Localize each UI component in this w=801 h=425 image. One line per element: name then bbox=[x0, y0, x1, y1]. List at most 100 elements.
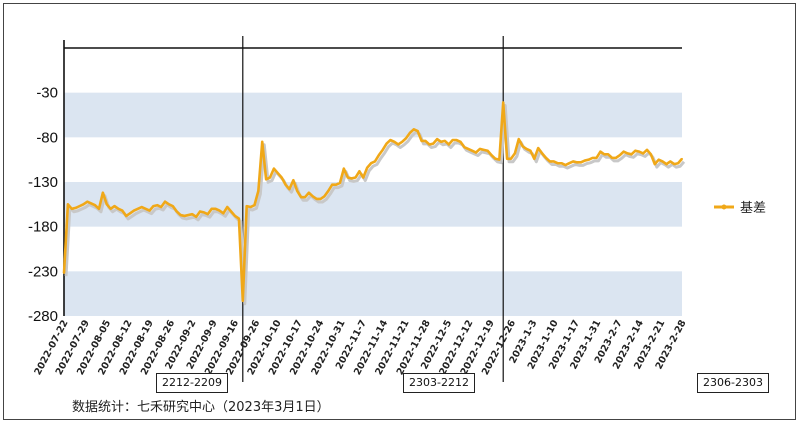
y-tick-label: -130 bbox=[28, 174, 58, 191]
data-point bbox=[222, 212, 225, 215]
data-point bbox=[611, 156, 613, 159]
data-point bbox=[195, 215, 198, 218]
data-point bbox=[113, 205, 116, 208]
data-point bbox=[261, 140, 264, 143]
y-tick-label: -230 bbox=[28, 263, 58, 280]
data-point bbox=[98, 207, 100, 210]
data-point bbox=[401, 140, 404, 143]
data-point bbox=[486, 149, 489, 152]
data-point bbox=[471, 149, 474, 152]
data-point bbox=[315, 198, 318, 200]
data-point bbox=[125, 215, 128, 217]
data-point bbox=[269, 176, 271, 179]
data-point bbox=[537, 147, 540, 149]
data-point bbox=[257, 190, 260, 192]
data-point bbox=[548, 160, 551, 163]
data-point bbox=[498, 158, 501, 161]
data-point bbox=[218, 209, 221, 212]
data-point bbox=[350, 177, 353, 180]
data-point bbox=[272, 167, 275, 170]
data-point bbox=[311, 195, 314, 198]
data-point bbox=[304, 196, 306, 199]
data-point bbox=[63, 272, 65, 275]
data-point bbox=[416, 130, 419, 132]
data-point bbox=[572, 160, 575, 163]
y-axis-ticks: -30 -80 -130 -180 -230 -280 bbox=[28, 85, 58, 325]
data-point bbox=[626, 152, 629, 155]
data-point bbox=[677, 162, 680, 165]
data-point bbox=[152, 205, 155, 208]
data-point bbox=[129, 212, 131, 215]
data-point bbox=[646, 148, 648, 151]
data-point bbox=[618, 154, 621, 157]
data-point bbox=[296, 190, 299, 192]
data-point bbox=[241, 299, 244, 302]
data-point bbox=[447, 143, 450, 146]
data-point bbox=[525, 148, 528, 150]
data-point bbox=[265, 178, 268, 181]
data-point bbox=[642, 152, 645, 155]
data-point bbox=[560, 162, 563, 165]
data-point bbox=[121, 209, 124, 212]
source-note: 数据统计：七禾研究中心（2023年3月1日） bbox=[72, 400, 330, 415]
data-point bbox=[603, 153, 606, 156]
data-point bbox=[377, 154, 380, 157]
legend-marker bbox=[721, 204, 727, 210]
data-point bbox=[615, 156, 617, 159]
data-point bbox=[478, 148, 481, 150]
data-point bbox=[681, 157, 683, 160]
data-point bbox=[513, 152, 516, 155]
data-point bbox=[226, 206, 229, 208]
data-point bbox=[94, 204, 96, 207]
contract-label-1: 2212-2209 bbox=[156, 373, 228, 393]
data-point bbox=[164, 200, 166, 203]
data-point bbox=[397, 143, 400, 146]
data-point bbox=[187, 214, 190, 216]
data-point bbox=[556, 162, 559, 165]
data-point bbox=[370, 162, 372, 165]
data-point bbox=[175, 210, 178, 213]
data-point bbox=[381, 148, 384, 151]
data-point bbox=[160, 206, 163, 208]
data-point bbox=[230, 210, 233, 213]
data-point bbox=[86, 200, 89, 203]
data-point bbox=[346, 176, 349, 179]
data-point bbox=[210, 207, 213, 210]
data-point bbox=[253, 204, 256, 207]
data-point bbox=[385, 142, 388, 145]
data-point bbox=[105, 203, 108, 206]
data-point bbox=[117, 207, 120, 210]
data-point bbox=[245, 205, 248, 208]
data-point bbox=[552, 160, 555, 163]
data-point bbox=[541, 152, 543, 155]
data-point bbox=[280, 176, 283, 179]
data-point bbox=[482, 148, 485, 151]
data-point bbox=[475, 151, 477, 154]
data-point bbox=[319, 198, 322, 200]
data-point bbox=[171, 205, 174, 208]
data-point bbox=[424, 140, 427, 142]
data-point bbox=[90, 202, 93, 205]
data-point bbox=[156, 204, 159, 207]
data-point bbox=[191, 213, 194, 216]
data-point bbox=[521, 145, 524, 148]
data-point bbox=[82, 203, 85, 206]
data-point bbox=[455, 139, 458, 141]
data-point bbox=[409, 131, 411, 134]
data-point bbox=[206, 213, 209, 216]
data-point bbox=[607, 153, 610, 156]
data-point bbox=[510, 157, 512, 160]
data-point bbox=[342, 167, 345, 170]
data-point bbox=[490, 154, 493, 157]
data-point bbox=[214, 207, 217, 210]
data-point bbox=[432, 142, 435, 145]
data-point bbox=[591, 156, 594, 159]
data-point bbox=[109, 207, 112, 210]
data-point bbox=[339, 181, 341, 184]
data-point bbox=[183, 215, 186, 217]
data-point bbox=[331, 183, 334, 186]
data-point bbox=[234, 215, 236, 217]
data-point bbox=[276, 172, 279, 174]
data-point bbox=[420, 140, 423, 142]
